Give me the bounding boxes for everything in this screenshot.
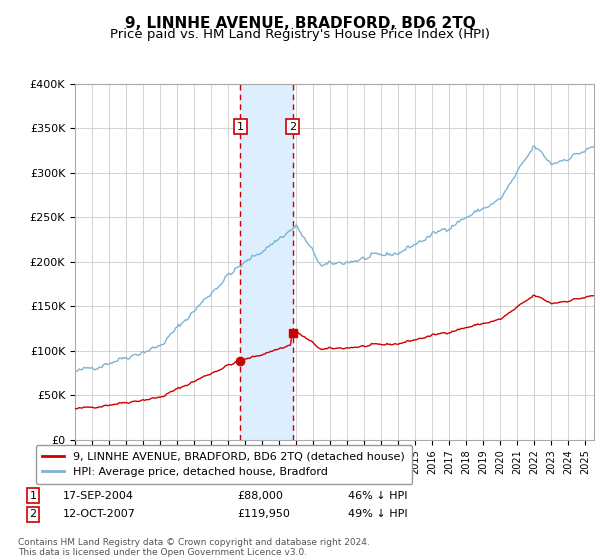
Legend: 9, LINNHE AVENUE, BRADFORD, BD6 2TQ (detached house), HPI: Average price, detach: 9, LINNHE AVENUE, BRADFORD, BD6 2TQ (det…: [35, 445, 412, 484]
Text: 9, LINNHE AVENUE, BRADFORD, BD6 2TQ: 9, LINNHE AVENUE, BRADFORD, BD6 2TQ: [125, 16, 475, 31]
Text: 46% ↓ HPI: 46% ↓ HPI: [348, 491, 407, 501]
Text: 2: 2: [289, 122, 296, 132]
Text: 49% ↓ HPI: 49% ↓ HPI: [348, 509, 407, 519]
Text: 17-SEP-2004: 17-SEP-2004: [63, 491, 134, 501]
Text: Contains HM Land Registry data © Crown copyright and database right 2024.
This d: Contains HM Land Registry data © Crown c…: [18, 538, 370, 557]
Text: £119,950: £119,950: [237, 509, 290, 519]
Text: 2: 2: [29, 509, 37, 519]
Text: 1: 1: [237, 122, 244, 132]
Bar: [240, 84, 293, 440]
Text: Price paid vs. HM Land Registry's House Price Index (HPI): Price paid vs. HM Land Registry's House …: [110, 28, 490, 41]
Text: 12-OCT-2007: 12-OCT-2007: [63, 509, 136, 519]
Text: £88,000: £88,000: [237, 491, 283, 501]
Text: 1: 1: [29, 491, 37, 501]
